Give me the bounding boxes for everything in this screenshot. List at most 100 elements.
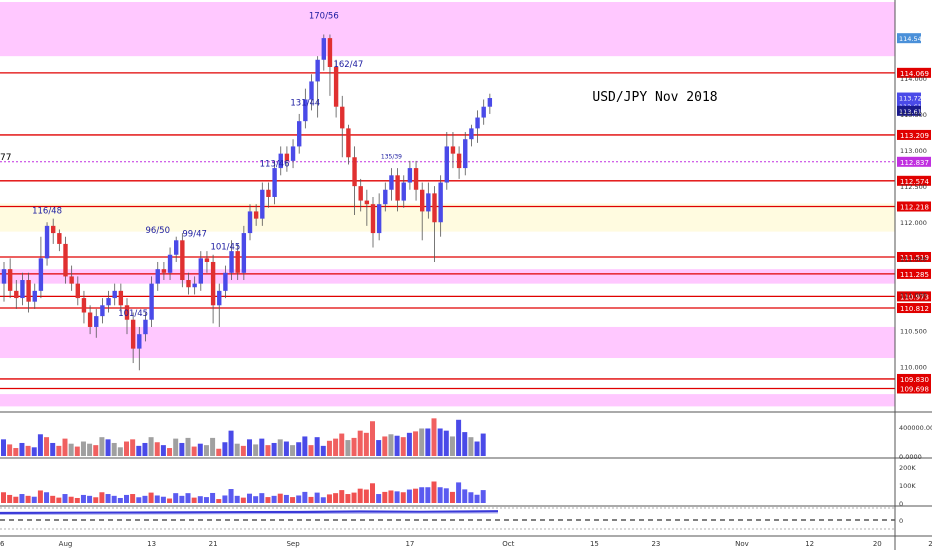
- indicator-bar-56: [345, 494, 351, 503]
- candle-body-55: [340, 106, 345, 129]
- x-tick-10: 20: [873, 540, 882, 548]
- indicator-bar-75: [462, 489, 468, 503]
- indicator-bar-40: [247, 493, 252, 503]
- hline-label-4: 111.519: [900, 254, 929, 262]
- indicator-bar-15: [93, 497, 99, 503]
- volume-bar-14: [87, 443, 93, 456]
- indicator-axis-label-1: 100K: [899, 482, 916, 490]
- candle-body-13: [81, 298, 87, 313]
- volume-bar-42: [259, 438, 265, 456]
- chart-title: USD/JPY Nov 2018: [592, 90, 717, 105]
- indicator-bar-38: [234, 495, 240, 503]
- price-badge-3: 113.612: [899, 108, 926, 116]
- volume-bar-21: [130, 439, 136, 456]
- volume-bar-8: [50, 442, 56, 456]
- price-tick-5: 111.500: [900, 255, 927, 263]
- volume-bar-7: [44, 437, 50, 456]
- volume-bar-44: [271, 442, 277, 456]
- annotation-9: 135/39: [381, 154, 402, 161]
- hline-label-bg-0: [897, 67, 931, 78]
- indicator-bar-74: [456, 482, 462, 503]
- candle-body-12: [75, 283, 80, 299]
- price-badge-0: 114.549: [899, 35, 926, 43]
- indicator-bar-39: [240, 497, 246, 503]
- volume-bar-45: [277, 439, 283, 456]
- candle-body-58: [358, 186, 363, 201]
- candle-body-71: [438, 182, 443, 223]
- candle-body-43: [266, 189, 271, 197]
- x-tick-4: 17: [405, 540, 414, 548]
- hline-label-bg-8: [897, 373, 931, 384]
- x-tick-2: 21: [209, 540, 218, 548]
- volume-bar-49: [302, 436, 308, 456]
- indicator-bar-67: [413, 488, 419, 503]
- candle-body-41: [253, 211, 259, 219]
- indicator-bar-4: [25, 495, 31, 503]
- indicator-bar-58: [357, 488, 363, 503]
- candle-body-64: [395, 175, 400, 201]
- candle-body-9: [57, 233, 62, 244]
- volume-axis-label-0: 400000.0000: [899, 424, 932, 432]
- candle-body-3: [20, 280, 25, 299]
- candle-body-57: [352, 157, 357, 187]
- volume-bar-0: [1, 439, 6, 456]
- volume-pane: 400000.0000 0.0000: [0, 411, 932, 461]
- volume-bar-24: [148, 437, 154, 456]
- annotation-2: 131/44: [290, 98, 320, 108]
- candle-body-17: [106, 298, 111, 306]
- indicator-bar-71: [437, 487, 443, 503]
- hline-label-0: 114.069: [900, 70, 929, 78]
- x-tick-0: Aug: [59, 540, 73, 548]
- candle-body-15: [94, 316, 99, 327]
- volume-bar-71: [437, 428, 443, 456]
- candle-body-16: [100, 305, 105, 317]
- indicator-bar-54: [333, 493, 339, 503]
- annotation-3: 116/48: [32, 207, 62, 217]
- indicator-bar-42: [259, 493, 265, 503]
- candle-body-10: [63, 243, 68, 277]
- candle-body-56: [346, 128, 351, 158]
- price-badge-bg-3: [897, 105, 921, 116]
- indicator-bar-19: [117, 497, 123, 503]
- candle-body-53: [327, 38, 333, 67]
- zone-pink-2: [0, 326, 895, 359]
- hline-label-8: 109.830: [900, 376, 929, 384]
- indicator-bar-63: [388, 490, 394, 503]
- candle-body-65: [401, 182, 406, 201]
- indicator-bar-70: [431, 481, 437, 503]
- indicator-bar-16: [99, 492, 105, 503]
- indicator-bar-0: [1, 492, 6, 503]
- hline-label-bg-7: [897, 303, 931, 314]
- volume-bar-69: [425, 428, 431, 456]
- candles-layer: [1, 34, 493, 371]
- volume-bar-25: [154, 442, 160, 456]
- indicator-bar-28: [173, 493, 179, 503]
- candle-body-78: [481, 106, 486, 118]
- candle-body-8: [51, 225, 56, 234]
- hline-label-5: 111.285: [900, 271, 929, 279]
- indicator-bar-8: [50, 495, 56, 503]
- hline-label-bg-9: [897, 383, 931, 394]
- candle-body-68: [420, 189, 425, 212]
- candle-body-28: [174, 240, 179, 255]
- indicator-bar-50: [308, 496, 314, 503]
- indicator-bar-49: [302, 491, 308, 503]
- volume-bar-43: [265, 445, 271, 456]
- volume-bar-78: [480, 433, 486, 456]
- candle-body-42: [260, 189, 265, 219]
- volume-bar-59: [363, 432, 369, 456]
- candle-body-6: [38, 258, 44, 291]
- indicator-bar-77: [474, 494, 480, 503]
- volume-bar-40: [247, 439, 252, 456]
- lower-signal-line: [0, 512, 499, 515]
- volume-bar-28: [173, 438, 179, 456]
- indicator-bar-57: [351, 492, 357, 503]
- candle-body-67: [413, 168, 419, 190]
- volume-bar-19: [117, 447, 123, 456]
- volume-bar-48: [296, 442, 302, 456]
- hline-label-3: 112.218: [900, 204, 929, 212]
- indicator-bar-69: [425, 487, 431, 503]
- indicator-bar-29: [179, 495, 185, 503]
